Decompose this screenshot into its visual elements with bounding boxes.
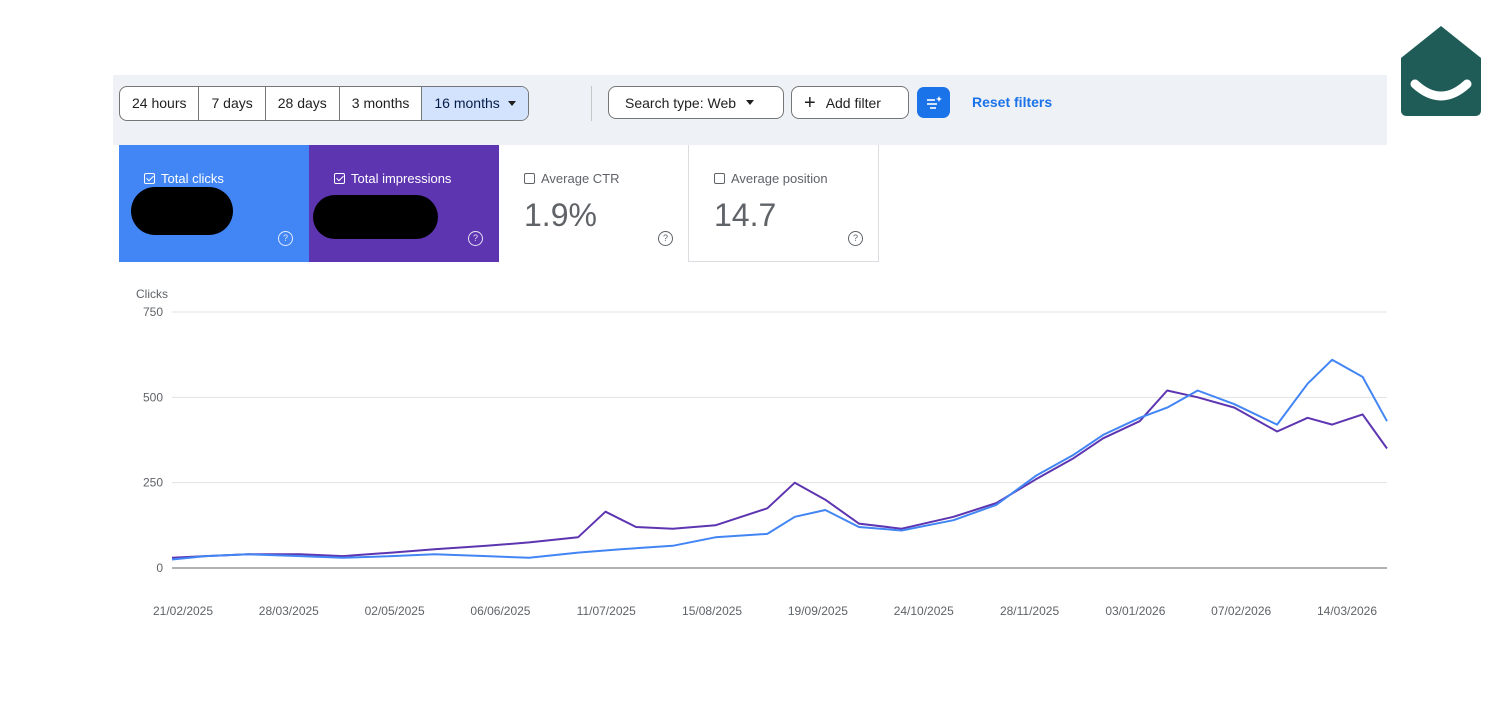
add-filter-button[interactable]: + Add filter (791, 86, 909, 119)
y-tick-label: 750 (143, 305, 163, 319)
x-tick-label: 02/05/2025 (365, 604, 425, 618)
metric-card-average-position[interactable]: Average position 14.7 ? (689, 145, 879, 262)
x-tick-label: 21/02/2025 (153, 604, 213, 618)
x-tick-label: 14/03/2026 (1317, 604, 1377, 618)
metric-card-total-impressions[interactable]: Total impressions ? (309, 145, 499, 262)
chart-grid: 0 250 500 750 (143, 305, 1387, 575)
redacted-value (313, 195, 438, 239)
brand-logo-icon (1401, 26, 1481, 116)
metric-header: Average position (714, 171, 828, 186)
filter-sparkle-button[interactable] (917, 87, 950, 118)
y-tick-label: 500 (143, 390, 163, 404)
x-tick-label: 07/02/2026 (1211, 604, 1271, 618)
filter-toolbar: 24 hours 7 days 28 days 3 months 16 mont… (113, 75, 1387, 145)
toolbar-divider (591, 86, 592, 121)
chevron-down-icon (746, 100, 755, 105)
metric-label: Average position (731, 171, 828, 186)
search-type-label: Search type: Web (625, 94, 737, 111)
x-axis-ticks: 21/02/2025 28/03/2025 02/05/2025 06/06/2025… (153, 604, 1377, 618)
y-tick-label: 0 (156, 561, 163, 575)
x-tick-label: 03/01/2026 (1105, 604, 1165, 618)
x-tick-label: 19/09/2025 (788, 604, 848, 618)
x-tick-label: 28/11/2025 (1000, 604, 1059, 618)
metric-label: Total impressions (351, 171, 452, 186)
range-3-months[interactable]: 3 months (340, 87, 423, 120)
metric-value: 1.9% (524, 197, 597, 233)
metric-header: Total clicks (144, 171, 224, 186)
x-tick-label: 11/07/2025 (577, 604, 636, 618)
metric-card-average-ctr[interactable]: Average CTR 1.9% ? (499, 145, 689, 262)
reset-filters-link[interactable]: Reset filters (972, 94, 1053, 110)
y-axis-label: Clicks (136, 287, 168, 301)
range-28-days[interactable]: 28 days (266, 87, 340, 120)
range-16-months-label: 16 months (434, 95, 500, 111)
x-tick-label: 28/03/2025 (259, 604, 319, 618)
plus-icon: + (804, 91, 816, 114)
x-tick-label: 15/08/2025 (682, 604, 742, 618)
series-line (171, 389, 1388, 559)
metric-header: Average CTR (524, 171, 620, 186)
checkbox-icon[interactable] (524, 173, 535, 184)
x-tick-label: 24/10/2025 (894, 604, 954, 618)
help-icon[interactable]: ? (468, 231, 483, 246)
help-icon[interactable]: ? (278, 231, 293, 246)
checkbox-icon[interactable] (334, 173, 345, 184)
range-24-hours[interactable]: 24 hours (120, 87, 200, 120)
checkbox-icon[interactable] (144, 173, 155, 184)
y-tick-label: 250 (143, 476, 163, 490)
add-filter-label: Add filter (825, 94, 881, 111)
filter-sparkle-icon (926, 95, 942, 109)
search-type-dropdown[interactable]: Search type: Web (608, 86, 784, 119)
help-icon[interactable]: ? (848, 231, 863, 246)
metric-value: 14.7 (714, 197, 777, 233)
metric-label: Total clicks (161, 171, 224, 186)
help-icon[interactable]: ? (658, 231, 673, 246)
chevron-down-icon (507, 101, 516, 106)
redacted-value (131, 187, 233, 235)
checkbox-icon[interactable] (714, 173, 725, 184)
range-7-days[interactable]: 7 days (199, 87, 266, 120)
x-tick-label: 06/06/2025 (470, 604, 530, 618)
metric-header: Total impressions (334, 171, 451, 186)
metric-card-total-clicks[interactable]: Total clicks ? (119, 145, 309, 262)
chart-series (171, 358, 1388, 561)
range-16-months[interactable]: 16 months (422, 87, 528, 120)
metric-label: Average CTR (541, 171, 620, 186)
series-line (171, 358, 1388, 561)
date-range-selector: 24 hours 7 days 28 days 3 months 16 mont… (119, 86, 529, 121)
